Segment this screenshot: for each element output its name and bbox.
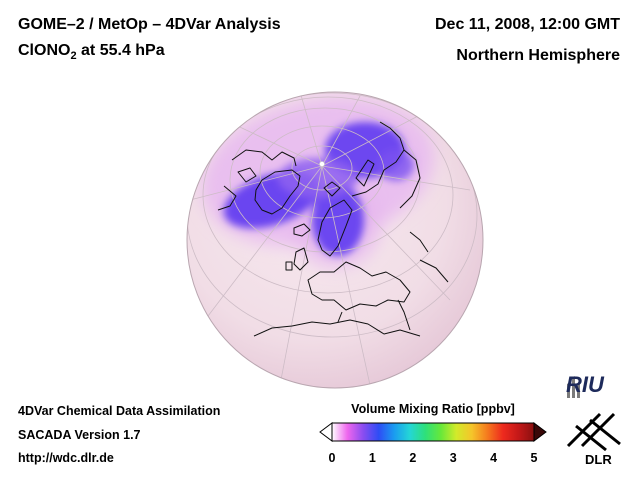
greenland-coast [254,169,301,215]
low-concentration-region [223,122,414,256]
species-name: ClONO [18,42,71,59]
footer-url[interactable]: http://wdc.dlr.de [18,451,114,465]
region-label: Northern Hemisphere [456,47,620,64]
uk-coast [293,247,309,271]
globe-field [187,92,483,388]
level-text: at 55.4 hPa [76,42,165,59]
footer-version: SACADA Version 1.7 [18,428,141,442]
europe-coast [307,261,411,311]
colorbar [319,422,547,442]
colorbar-ramp [331,422,535,442]
riu-logo-mark [567,376,580,398]
colorbar-tick-label: 4 [490,451,498,465]
globe-outline [186,91,484,389]
colorbar-min-arrow [319,422,333,442]
dlr-logo-text: DLR [585,452,612,467]
species-subscript: 2 [70,50,77,63]
scandinavia-coast [317,199,353,257]
date-label: Dec 11, 2008, 12:00 GMT [435,16,620,33]
colorbar-tick-label: 2 [409,451,417,465]
riu-logo: RIU [566,372,604,397]
colorbar-title: Volume Mixing Ratio [ppbv] [351,402,515,416]
canada-arctic-coast [231,149,297,167]
colorbar-tick-label: 5 [530,451,538,465]
colorbar-max-arrow [533,422,547,442]
footer-assimilation: 4DVar Chemical Data Assimilation [18,404,221,418]
iceland-coast [293,223,311,237]
title-species-level: ClONO2 at 55.4 hPa [18,42,165,62]
dlr-logo-icon [566,412,621,452]
africa-coast [253,319,421,337]
graticule [187,92,478,386]
colorbar-tick-label: 0 [328,451,336,465]
colorbar-tick-label: 3 [449,451,457,465]
colorbar-tick-label: 1 [368,451,376,465]
siberia-coast [351,121,405,197]
coastlines [217,121,449,337]
title-analysis: GOME–2 / MetOp – 4DVar Analysis [18,16,281,33]
pole-marker [319,161,325,167]
